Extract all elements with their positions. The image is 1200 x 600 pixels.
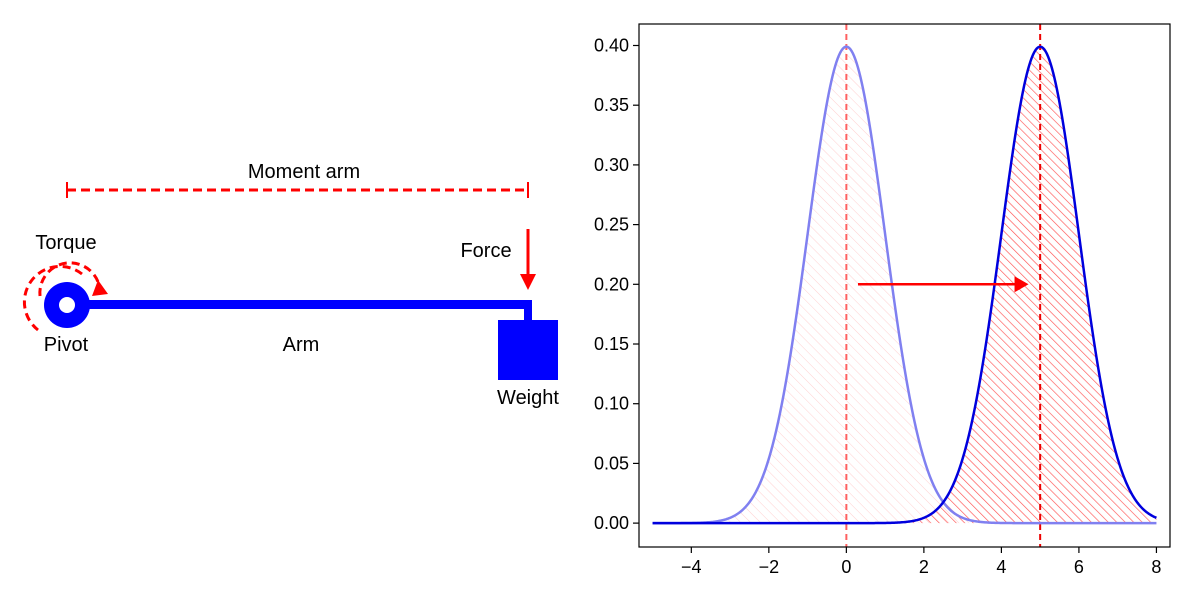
y-tick-label: 0.25 (594, 215, 629, 235)
shift-arrow-head (1014, 276, 1029, 293)
series-1-curve (652, 45, 1157, 525)
force-label: Force (460, 240, 511, 262)
torque-label: Torque (35, 232, 96, 254)
y-axis-ticks: 0.00 0.05 0.10 0.15 0.20 0.25 0.30 0.35 0.40 (594, 35, 639, 533)
series-1-area (652, 46, 1157, 524)
x-tick-label: 0 (841, 557, 851, 577)
y-tick-label: 0.05 (594, 453, 629, 473)
x-tick-label: −4 (681, 557, 702, 577)
area-fills (652, 46, 1157, 524)
plot-frame (638, 23, 1171, 548)
x-tick-label: 2 (919, 557, 929, 577)
moment-arm-label: Moment arm (248, 161, 360, 183)
series-curves (652, 45, 1157, 525)
series-2-area (652, 46, 1157, 524)
arm-beam (66, 300, 532, 309)
pivot-label: Pivot (44, 334, 89, 356)
weight-connector (524, 300, 532, 322)
y-tick-label: 0.40 (594, 35, 629, 55)
y-tick-label: 0.20 (594, 274, 629, 294)
y-tick-label: 0.35 (594, 95, 629, 115)
pivot (44, 282, 90, 328)
x-tick-label: −2 (759, 557, 780, 577)
weight-block (498, 320, 558, 380)
y-tick-label: 0.15 (594, 334, 629, 354)
shift-arrow-layer (857, 276, 1029, 293)
lever-diagram: Moment arm Torque Force Pivot Arm Weight (22, 161, 559, 409)
moment-arm-dimension (66, 182, 529, 198)
x-tick-label: 4 (996, 557, 1006, 577)
force-arrow (520, 229, 536, 290)
mean-lines (845, 24, 1042, 547)
x-tick-label: 6 (1074, 557, 1084, 577)
distribution-chart: −4 −2 0 2 4 6 8 0.000.050.100.150.200.250.300.… (594, 23, 1171, 577)
x-axis-ticks: −4 −2 0 2 4 6 8 (681, 547, 1161, 577)
y-tick-label: 0.30 (594, 155, 629, 175)
y-tick-label: 0.10 (594, 394, 629, 414)
weight-label: Weight (497, 387, 559, 409)
torque-arrow (22, 261, 108, 332)
y-tick-label: 0.00 (594, 513, 629, 533)
arm-label: Arm (283, 334, 320, 356)
x-tick-label: 8 (1151, 557, 1161, 577)
series-2-curve (652, 45, 1157, 525)
